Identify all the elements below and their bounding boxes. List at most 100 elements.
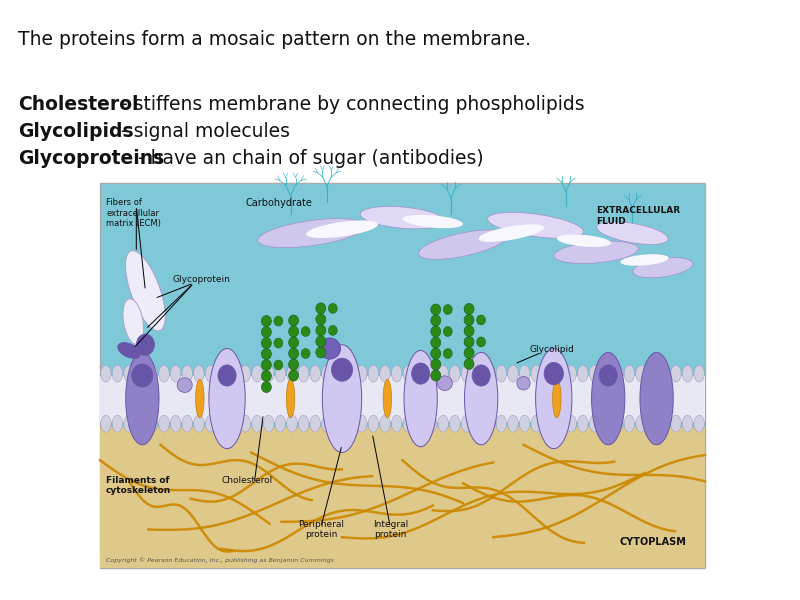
Ellipse shape xyxy=(601,365,611,382)
Text: - have an chain of sugar (antibodies): - have an chain of sugar (antibodies) xyxy=(133,149,484,168)
Ellipse shape xyxy=(402,215,463,228)
Ellipse shape xyxy=(331,358,353,381)
Ellipse shape xyxy=(640,352,674,445)
Text: Glycolipid: Glycolipid xyxy=(530,344,574,353)
Text: Filaments of
cytoskeleton: Filaments of cytoskeleton xyxy=(106,476,171,495)
Ellipse shape xyxy=(531,415,542,432)
Ellipse shape xyxy=(218,365,236,386)
Ellipse shape xyxy=(430,370,441,381)
Ellipse shape xyxy=(316,303,326,314)
Text: Cholesterol: Cholesterol xyxy=(221,476,272,485)
Ellipse shape xyxy=(229,365,239,382)
Ellipse shape xyxy=(485,365,495,382)
Ellipse shape xyxy=(286,379,295,418)
Ellipse shape xyxy=(206,365,216,382)
Ellipse shape xyxy=(357,415,367,432)
Ellipse shape xyxy=(206,415,216,432)
Ellipse shape xyxy=(274,338,283,348)
Ellipse shape xyxy=(647,415,658,432)
Ellipse shape xyxy=(360,206,445,229)
Text: Cholesterol: Cholesterol xyxy=(18,95,138,114)
Ellipse shape xyxy=(322,415,332,432)
Ellipse shape xyxy=(557,235,611,247)
Ellipse shape xyxy=(601,415,611,432)
Ellipse shape xyxy=(262,349,271,359)
Ellipse shape xyxy=(262,371,271,382)
Ellipse shape xyxy=(542,365,553,382)
Ellipse shape xyxy=(345,415,355,432)
Ellipse shape xyxy=(414,365,425,382)
Ellipse shape xyxy=(391,415,402,432)
Text: Peripheral
protein: Peripheral protein xyxy=(298,520,344,539)
Ellipse shape xyxy=(274,360,283,370)
Ellipse shape xyxy=(496,415,506,432)
Ellipse shape xyxy=(590,365,600,382)
Ellipse shape xyxy=(566,415,577,432)
Text: Carbohydrate: Carbohydrate xyxy=(245,199,312,208)
Ellipse shape xyxy=(464,337,474,347)
Ellipse shape xyxy=(263,415,274,432)
Ellipse shape xyxy=(542,415,553,432)
Ellipse shape xyxy=(286,415,298,432)
Ellipse shape xyxy=(418,230,507,259)
Ellipse shape xyxy=(229,415,239,432)
Ellipse shape xyxy=(578,415,588,432)
Ellipse shape xyxy=(124,415,134,432)
Ellipse shape xyxy=(182,415,193,432)
Ellipse shape xyxy=(682,415,693,432)
Ellipse shape xyxy=(118,343,140,358)
Ellipse shape xyxy=(465,352,498,445)
Ellipse shape xyxy=(531,365,542,382)
Ellipse shape xyxy=(217,365,227,382)
Ellipse shape xyxy=(517,376,530,390)
Ellipse shape xyxy=(462,365,472,382)
Ellipse shape xyxy=(289,348,298,359)
Ellipse shape xyxy=(328,304,338,313)
Ellipse shape xyxy=(368,415,378,432)
Ellipse shape xyxy=(477,315,486,325)
Ellipse shape xyxy=(262,382,271,392)
Ellipse shape xyxy=(136,334,154,355)
Ellipse shape xyxy=(158,365,170,382)
Ellipse shape xyxy=(368,365,378,382)
Ellipse shape xyxy=(438,376,453,391)
Ellipse shape xyxy=(591,352,625,445)
Ellipse shape xyxy=(319,338,341,359)
Ellipse shape xyxy=(135,415,146,432)
Ellipse shape xyxy=(274,316,283,326)
Ellipse shape xyxy=(464,358,474,370)
Ellipse shape xyxy=(694,365,705,382)
Ellipse shape xyxy=(391,365,402,382)
Ellipse shape xyxy=(170,415,181,432)
Ellipse shape xyxy=(194,415,204,432)
Ellipse shape xyxy=(536,349,572,449)
Ellipse shape xyxy=(194,365,204,382)
Ellipse shape xyxy=(620,254,669,266)
Ellipse shape xyxy=(126,251,166,331)
Ellipse shape xyxy=(670,365,681,382)
Ellipse shape xyxy=(262,359,271,371)
Ellipse shape xyxy=(613,365,623,382)
Ellipse shape xyxy=(443,304,452,314)
Bar xyxy=(100,183,705,568)
Ellipse shape xyxy=(438,365,449,382)
Ellipse shape xyxy=(310,415,321,432)
Text: Glycolipids: Glycolipids xyxy=(18,122,134,141)
Ellipse shape xyxy=(464,347,474,358)
Ellipse shape xyxy=(124,365,134,382)
Ellipse shape xyxy=(659,415,670,432)
Ellipse shape xyxy=(322,365,332,382)
Text: Glycoprotein: Glycoprotein xyxy=(173,275,230,284)
Ellipse shape xyxy=(334,365,344,382)
Ellipse shape xyxy=(450,365,460,382)
Ellipse shape xyxy=(508,365,518,382)
Ellipse shape xyxy=(443,349,452,358)
Ellipse shape xyxy=(519,365,530,382)
Ellipse shape xyxy=(258,218,366,248)
Text: Integral
protein: Integral protein xyxy=(373,520,408,539)
Ellipse shape xyxy=(252,415,262,432)
Text: Glycoproteins: Glycoproteins xyxy=(18,149,164,168)
Ellipse shape xyxy=(488,212,583,238)
Ellipse shape xyxy=(240,365,250,382)
Ellipse shape xyxy=(158,415,170,432)
